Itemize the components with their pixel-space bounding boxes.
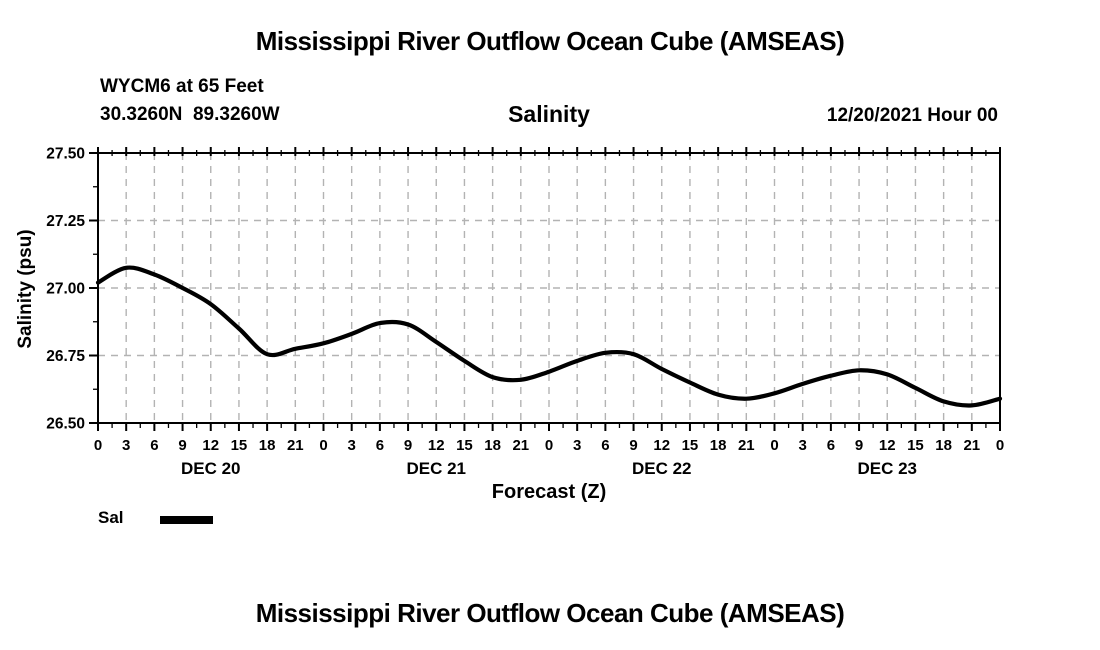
page-title: Mississippi River Outflow Ocean Cube (AM… — [255, 26, 845, 56]
salinity-line — [95, 265, 1003, 408]
x-tick-label: 12 — [428, 437, 445, 454]
x-tick-label: 21 — [963, 437, 980, 454]
x-tick-label: 9 — [178, 437, 186, 454]
x-tick-label: 6 — [150, 437, 158, 454]
x-tick-label: 12 — [202, 437, 219, 454]
x-tick-label: 15 — [682, 437, 699, 454]
x-tick-label: 6 — [601, 437, 609, 454]
day-label: DEC 21 — [406, 459, 466, 478]
x-tick-label: 12 — [653, 437, 670, 454]
x-tick-label: 9 — [629, 437, 637, 454]
x-tick-label: 21 — [512, 437, 529, 454]
y-tick-label: 26.75 — [46, 348, 85, 365]
x-tick-label: 15 — [456, 437, 473, 454]
x-tick-label: 21 — [738, 437, 755, 454]
x-tick-label: 18 — [935, 437, 952, 454]
y-tick-label: 26.50 — [46, 416, 85, 433]
day-label: DEC 22 — [632, 459, 692, 478]
x-tick-label: 3 — [122, 437, 130, 454]
x-tick-label: 18 — [710, 437, 727, 454]
x-tick-label: 15 — [231, 437, 248, 454]
x-tick-label: 6 — [376, 437, 384, 454]
footer-title: Mississippi River Outflow Ocean Cube (AM… — [255, 598, 845, 628]
x-axis-title: Forecast (Z) — [491, 481, 607, 503]
x-tick-label: 9 — [855, 437, 863, 454]
x-tick-label: 12 — [879, 437, 896, 454]
x-tick-label: 18 — [259, 437, 276, 454]
station-name: WYCM6 at 65 Feet — [100, 76, 264, 97]
x-tick-label: 3 — [573, 437, 581, 454]
y-axis-title: Salinity (psu) — [15, 229, 36, 349]
x-tick-label: 6 — [827, 437, 835, 454]
x-tick-label: 0 — [319, 437, 327, 454]
station-coordinates: 30.3260N 89.3260W — [100, 104, 280, 125]
x-tick-label: 0 — [94, 437, 102, 454]
y-tick-label: 27.25 — [46, 213, 85, 230]
y-tick-label: 27.00 — [46, 281, 85, 298]
x-tick-label: 0 — [770, 437, 778, 454]
day-label: DEC 20 — [181, 459, 241, 478]
x-tick-label: 3 — [799, 437, 807, 454]
x-tick-label: 21 — [287, 437, 304, 454]
x-tick-label: 9 — [404, 437, 412, 454]
x-tick-label: 18 — [484, 437, 501, 454]
chart-subtitle: Salinity — [508, 101, 590, 127]
legend-line-swatch — [160, 516, 213, 524]
day-label: DEC 23 — [857, 459, 917, 478]
x-tick-label: 0 — [545, 437, 553, 454]
y-tick-label: 27.50 — [46, 146, 85, 163]
legend-label: Sal — [98, 508, 124, 527]
x-tick-label: 3 — [348, 437, 356, 454]
run-datetime: 12/20/2021 Hour 00 — [826, 105, 998, 126]
x-tick-label: 0 — [996, 437, 1004, 454]
x-tick-label: 15 — [907, 437, 924, 454]
